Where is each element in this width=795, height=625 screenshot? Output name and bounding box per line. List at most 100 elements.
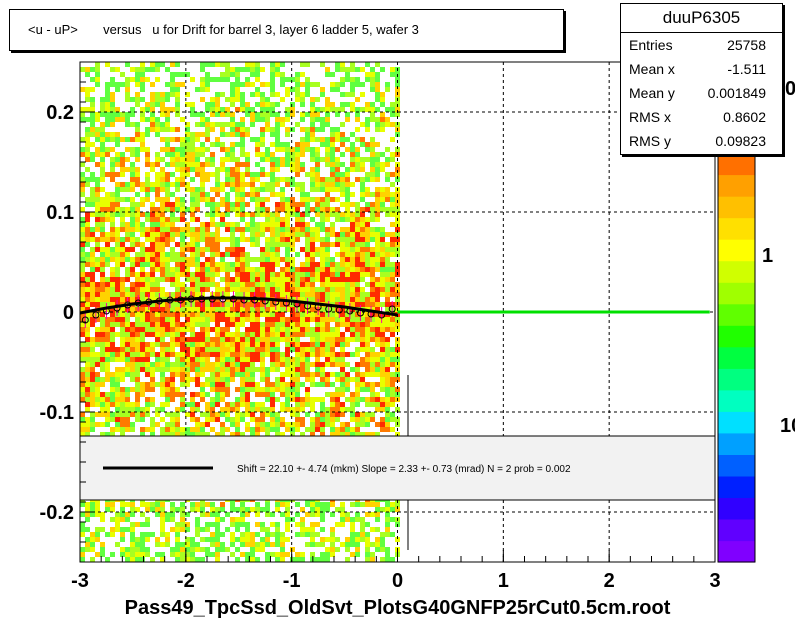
heat-cell	[160, 262, 165, 267]
heat-cell	[185, 312, 190, 317]
heat-cell	[120, 507, 125, 512]
heat-cell	[205, 432, 210, 437]
heat-cell	[355, 247, 360, 252]
heat-cell	[220, 307, 225, 312]
heat-cell	[115, 262, 120, 267]
heat-cell	[80, 547, 85, 552]
heat-cell	[185, 157, 190, 162]
heat-cell	[335, 112, 340, 117]
heat-cell	[235, 372, 240, 377]
heat-cell	[210, 502, 215, 507]
heat-cell	[340, 502, 345, 507]
heat-cell	[340, 522, 345, 527]
heat-cell	[265, 217, 270, 222]
heat-cell	[120, 377, 125, 382]
heat-cell	[325, 337, 330, 342]
heat-cell	[190, 257, 195, 262]
heat-cell	[360, 537, 365, 542]
heat-cell	[365, 187, 370, 192]
heat-cell	[285, 112, 290, 117]
heat-cell	[335, 167, 340, 172]
heat-cell	[215, 382, 220, 387]
heat-cell	[115, 142, 120, 147]
heat-cell	[90, 422, 95, 427]
heat-cell	[355, 227, 360, 232]
heat-cell	[220, 382, 225, 387]
heat-cell	[290, 407, 295, 412]
heat-cell	[195, 137, 200, 142]
heat-cell	[130, 327, 135, 332]
heat-cell	[335, 292, 340, 297]
heat-cell	[245, 312, 250, 317]
heat-cell	[330, 262, 335, 267]
heat-cell	[165, 107, 170, 112]
heat-cell	[340, 152, 345, 157]
heat-cell	[285, 322, 290, 327]
heat-cell	[135, 262, 140, 267]
heat-cell	[220, 317, 225, 322]
heat-cell	[225, 282, 230, 287]
heat-cell	[130, 337, 135, 342]
heat-cell	[150, 402, 155, 407]
heat-cell	[205, 147, 210, 152]
heat-cell	[295, 317, 300, 322]
heat-cell	[160, 232, 165, 237]
heat-cell	[140, 77, 145, 82]
heat-cell	[275, 332, 280, 337]
heat-cell	[250, 352, 255, 357]
heat-cell	[355, 297, 360, 302]
heat-cell	[380, 112, 385, 117]
heat-cell	[160, 122, 165, 127]
heat-cell	[165, 257, 170, 262]
heat-cell	[180, 332, 185, 337]
heat-cell	[375, 367, 380, 372]
heat-cell	[375, 512, 380, 517]
heat-cell	[160, 322, 165, 327]
heat-cell	[355, 352, 360, 357]
heat-cell	[310, 522, 315, 527]
heat-cell	[235, 302, 240, 307]
heat-cell	[195, 557, 200, 562]
x-tick-label: -1	[283, 570, 301, 592]
heat-cell	[190, 197, 195, 202]
heat-cell	[295, 207, 300, 212]
heat-cell	[295, 387, 300, 392]
heat-cell	[295, 417, 300, 422]
heat-cell	[310, 362, 315, 367]
heat-cell	[285, 402, 290, 407]
heat-cell	[365, 102, 370, 107]
heat-cell	[190, 262, 195, 267]
heat-cell	[80, 107, 85, 112]
heat-cell	[245, 362, 250, 367]
heat-cell	[215, 62, 220, 67]
x-tick-label: -3	[71, 570, 89, 592]
heat-cell	[205, 552, 210, 557]
heat-cell	[90, 262, 95, 267]
heat-cell	[215, 282, 220, 287]
heat-cell	[320, 242, 325, 247]
heat-cell	[205, 267, 210, 272]
heat-cell	[135, 337, 140, 342]
heat-cell	[225, 227, 230, 232]
heat-cell	[260, 422, 265, 427]
heat-cell	[95, 552, 100, 557]
heat-cell	[135, 557, 140, 562]
heat-cell	[275, 317, 280, 322]
heat-cell	[230, 102, 235, 107]
heat-cell	[330, 212, 335, 217]
heat-cell	[180, 407, 185, 412]
heat-cell	[280, 177, 285, 182]
heat-cell	[345, 317, 350, 322]
heat-cell	[305, 332, 310, 337]
heat-cell	[235, 432, 240, 437]
heat-cell	[235, 412, 240, 417]
heat-cell	[390, 212, 395, 217]
heat-cell	[155, 332, 160, 337]
heat-cell	[360, 302, 365, 307]
heat-cell	[370, 207, 375, 212]
heat-cell	[245, 267, 250, 272]
heat-cell	[265, 312, 270, 317]
heat-cell	[290, 232, 295, 237]
heat-cell	[170, 232, 175, 237]
heat-cell	[230, 207, 235, 212]
